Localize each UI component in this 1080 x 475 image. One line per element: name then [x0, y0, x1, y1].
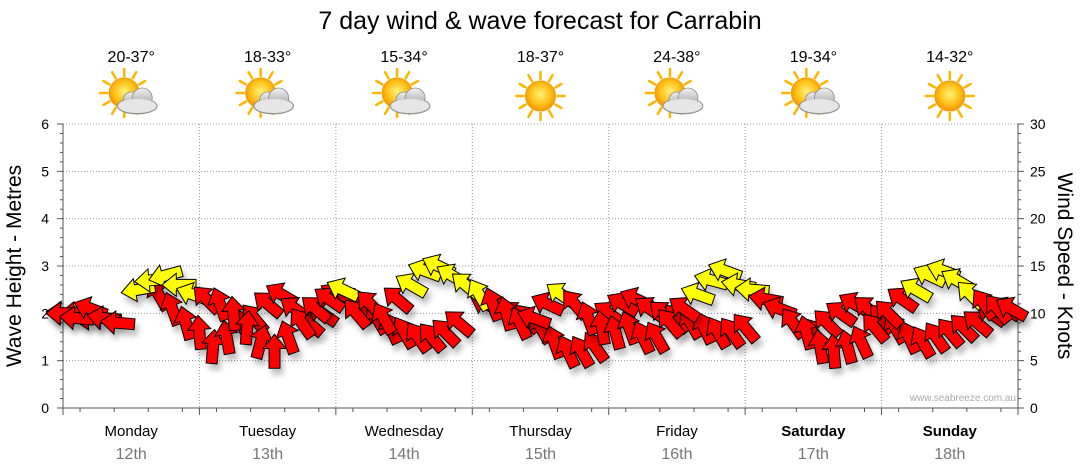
- wind-arrow: [863, 313, 891, 345]
- partly-cloudy-icon: [235, 67, 295, 119]
- axes: 0 1 2 3 4 5 6 0 5 10 15 20 25 30: [41, 116, 1046, 416]
- day-date: 18th: [934, 446, 965, 463]
- wind-arrow: [900, 277, 934, 304]
- day-temperature: 19-34°: [790, 49, 837, 66]
- day-temperature: 24-38°: [653, 49, 700, 66]
- day-name: Monday: [105, 423, 159, 440]
- day-date: 16th: [661, 446, 692, 463]
- watermark: www.seabreeze.com.au: [909, 393, 1016, 404]
- day-labels: Monday 12th 20-37° Tuesday 13th 18-33° Wednesd…: [105, 49, 978, 463]
- left-tick-label: 0: [41, 400, 49, 416]
- day-date: 14th: [389, 446, 420, 463]
- right-tick-label: 25: [1030, 163, 1046, 179]
- left-tick-label: 4: [41, 211, 49, 227]
- right-tick-label: 0: [1030, 400, 1038, 416]
- day-name: Thursday: [509, 423, 572, 440]
- day-date: 17th: [798, 446, 829, 463]
- wind-arrow: [644, 321, 671, 356]
- left-tick-label: 6: [41, 116, 49, 132]
- day-name: Sunday: [923, 423, 978, 440]
- day-temperature: 18-37°: [517, 49, 564, 66]
- wave-arrow: [444, 311, 476, 339]
- wind-arrow: [161, 272, 197, 298]
- day-name: Wednesday: [365, 423, 444, 440]
- day-temperature: 18-33°: [244, 49, 291, 66]
- weather-icons: [98, 67, 976, 122]
- day-temperature: 14-32°: [926, 49, 973, 66]
- wind-arrow: [234, 309, 260, 346]
- partly-cloudy-icon: [98, 67, 158, 119]
- wave-arrow: [173, 305, 198, 342]
- day-temperature: 20-37°: [108, 49, 155, 66]
- wind-arrow: [848, 325, 874, 361]
- wind-arrow: [261, 333, 288, 369]
- left-tick-label: 1: [41, 353, 49, 369]
- wind-arrow: [99, 310, 136, 336]
- chart-title: 7 day wind & wave forecast for Carrabin: [318, 7, 761, 35]
- wind-arrow: [575, 301, 600, 337]
- right-tick-label: 5: [1030, 353, 1038, 369]
- day-temperature: 15-34°: [380, 49, 427, 66]
- day-date: 15th: [525, 446, 556, 463]
- left-tick-label: 5: [41, 163, 49, 179]
- sunny-icon: [924, 70, 976, 122]
- wave-arrow: [733, 313, 761, 345]
- wind-arrow: [371, 302, 398, 337]
- partly-cloudy-icon: [371, 67, 431, 119]
- wind-arrow: [972, 289, 999, 322]
- wind-arrow: [275, 320, 300, 356]
- grid: [63, 123, 1018, 408]
- right-tick-label: 15: [1030, 258, 1046, 274]
- wind-arrow: [290, 308, 317, 341]
- day-date: 13th: [252, 446, 283, 463]
- wind-arrow: [207, 287, 232, 323]
- partly-cloudy-icon: [644, 67, 704, 119]
- day-date: 12th: [116, 446, 147, 463]
- right-tick-label: 20: [1030, 211, 1046, 227]
- sunny-icon: [515, 70, 566, 122]
- y-axis-left-label: Wave Height - Metres: [3, 165, 26, 367]
- wind-arrow: [680, 281, 716, 307]
- y-axis-right-label: Wind Speed - Knots: [1053, 173, 1076, 360]
- right-tick-label: 30: [1030, 116, 1046, 132]
- day-name: Friday: [656, 423, 698, 440]
- right-tick-label: 10: [1030, 305, 1046, 321]
- partly-cloudy-icon: [781, 67, 840, 119]
- wind-arrows: [45, 253, 1030, 370]
- wind-arrow: [995, 296, 1030, 323]
- wind-arrow: [516, 305, 553, 330]
- left-tick-label: 3: [41, 258, 49, 274]
- day-name: Saturday: [781, 423, 846, 440]
- left-tick-label: 2: [41, 305, 49, 321]
- day-name: Tuesday: [239, 423, 296, 440]
